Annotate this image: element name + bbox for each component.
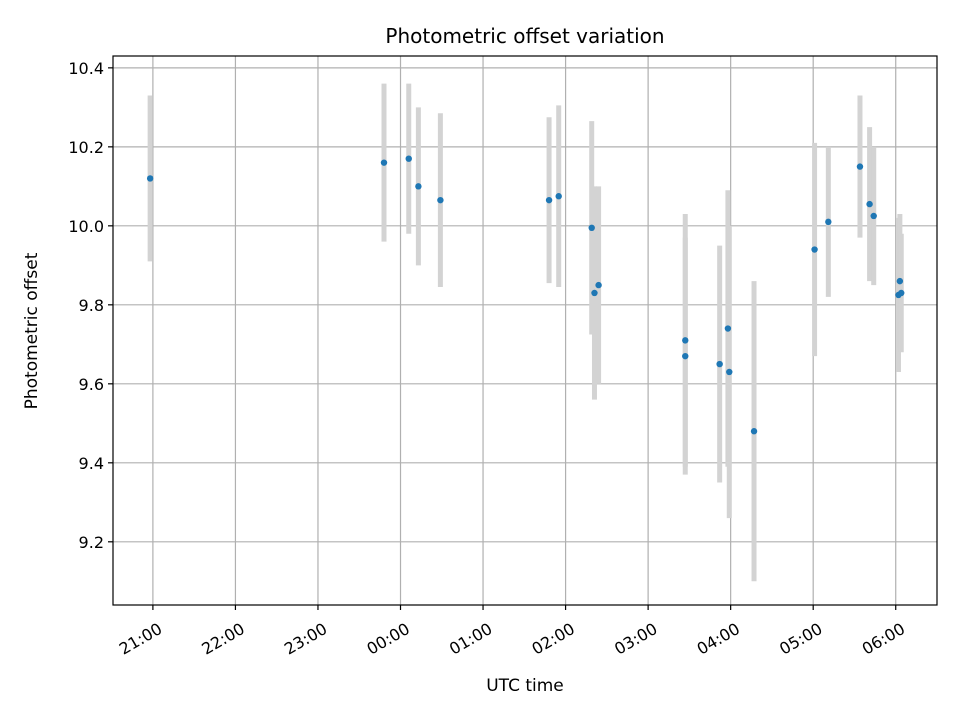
data-point [825,218,832,226]
data-point [595,281,602,289]
data-point [716,360,723,368]
data-point [591,289,598,297]
data-points [146,155,905,435]
data-point [866,200,873,208]
y-tick-label: 9.4 [79,454,104,473]
data-point [856,163,864,170]
y-axis-label: Photometric offset [22,252,42,409]
data-point [405,155,412,162]
data-point [380,159,388,166]
data-point [750,428,758,435]
y-tick-label: 10.4 [68,59,104,78]
data-point [811,246,818,253]
data-point [898,289,905,297]
y-tick-label: 9.2 [79,533,104,552]
y-tick-label: 9.8 [79,296,104,315]
chart-title: Photometric offset variation [385,24,664,48]
y-tick-label: 10.0 [68,217,104,236]
data-point [896,277,904,285]
plot-frame [112,55,938,606]
y-tick-label: 9.6 [79,375,104,394]
data-point [726,368,733,376]
data-point [682,352,689,360]
data-point [724,325,732,332]
data-point [588,224,595,232]
data-point [146,175,154,182]
y-tick-label: 10.2 [68,138,104,157]
grid [113,56,937,605]
data-point [437,196,444,204]
x-axis-label: UTC time [486,676,564,696]
data-point [415,183,422,190]
data-point [545,196,553,204]
data-point [870,212,877,220]
data-point [682,337,689,344]
y-axis-ticks: 9.2 9.4 9.6 9.8 10.0 10.2 10.4 [68,59,113,552]
data-point [555,193,562,200]
